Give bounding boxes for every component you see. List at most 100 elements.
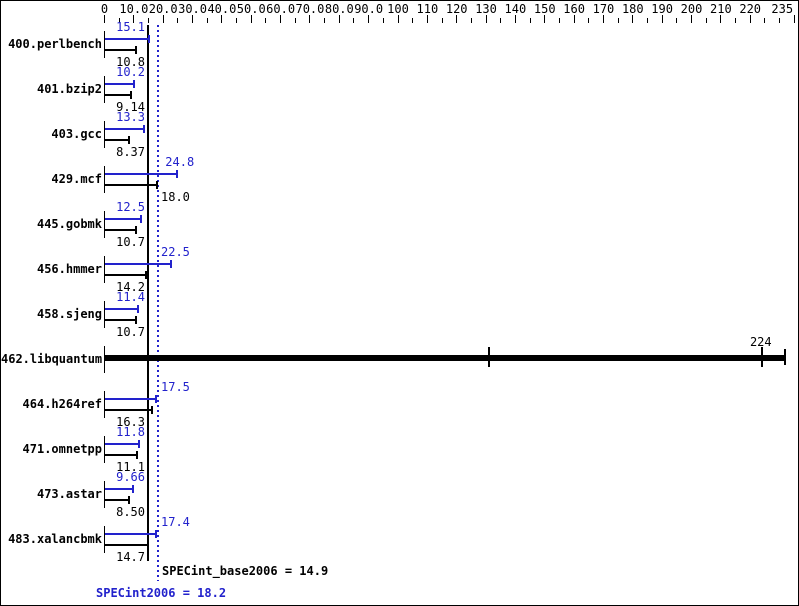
base-bar — [105, 409, 153, 411]
axis-tick-minor — [294, 18, 296, 23]
base-bar — [105, 499, 130, 501]
axis-tick-minor — [705, 18, 707, 23]
axis-tick-minor — [118, 18, 120, 23]
axis-tick-label: 80.0 — [324, 2, 354, 16]
peak-value-label: 11.4 — [116, 290, 145, 304]
axis-tick-label: 10.0 — [119, 2, 149, 16]
peak-bar-endcap — [131, 485, 134, 493]
axis-tick-label: 90.0 — [354, 2, 384, 16]
axis-tick-major — [250, 15, 252, 23]
axis-tick-minor — [177, 18, 179, 23]
axis-tick-minor — [558, 18, 560, 23]
base-bar — [105, 319, 136, 321]
peak-bar — [105, 398, 156, 400]
axis-tick-label: 30.0 — [178, 2, 207, 16]
axis-tick-label: 160 — [563, 2, 585, 16]
axis-tick-label: 50.0 — [236, 2, 266, 16]
base-value-label: 11.1 — [116, 460, 145, 474]
base-bar — [105, 229, 136, 231]
axis-tick-label: 200 — [680, 2, 703, 16]
base-bar-endcap — [134, 316, 137, 324]
base-bar — [105, 184, 158, 186]
axis-tick-label: 100 — [387, 2, 409, 16]
peak-value-label: 17.5 — [161, 380, 190, 394]
base-value-label: 10.7 — [116, 325, 145, 339]
base-bar — [105, 544, 148, 546]
axis-tick-major — [691, 15, 692, 23]
axis-tick-major — [573, 15, 575, 23]
axis-tick-major — [485, 15, 487, 23]
row-bracket — [104, 76, 105, 103]
base-bar — [105, 94, 132, 96]
axis-tick-minor — [441, 18, 443, 23]
peak-value-label: 24.8 — [165, 155, 195, 169]
peak-value-label: 10.2 — [116, 65, 145, 79]
peak-bar-endcap — [138, 440, 141, 448]
row-bracket — [104, 211, 105, 238]
base-bar — [105, 274, 147, 276]
axis-tick-label: 235 — [771, 2, 794, 16]
axis-tick-label: 150 — [533, 2, 556, 16]
base-bar-endcap — [134, 226, 137, 234]
axis-tick-minor — [265, 18, 267, 23]
peak-bar-endcap — [154, 395, 157, 403]
base-bar-endcap — [156, 181, 159, 189]
axis-tick-major — [192, 15, 194, 23]
peak-bar-endcap — [169, 260, 172, 268]
row-bracket — [104, 256, 105, 283]
axis-tick-minor — [735, 18, 737, 23]
benchmark-name: 429.mcf — [51, 172, 102, 186]
peak-value-label: 13.3 — [116, 110, 145, 124]
benchmark-name: 462.libquantum — [1, 352, 103, 366]
base-bar-endcap — [145, 271, 148, 279]
axis-tick-major — [338, 15, 340, 23]
base-value-label: 10.8 — [116, 55, 145, 69]
axis-tick-label: 110 — [416, 2, 439, 16]
peak-bar — [105, 83, 135, 85]
axis-tick-major — [397, 15, 399, 23]
peak-bar — [105, 128, 144, 130]
base-value-label: 10.7 — [116, 235, 145, 249]
benchmark-name: 458.sjeng — [36, 307, 102, 321]
axis-tick-minor — [500, 18, 502, 23]
peak-bar — [105, 263, 171, 265]
axis-tick-label: 70.0 — [295, 2, 325, 16]
peak-value-label: 12.5 — [116, 200, 145, 214]
axis-tick-major — [720, 15, 722, 23]
axis-tick-major — [221, 15, 223, 23]
peak-bar-endcap — [142, 125, 145, 133]
base-bar-endcap — [136, 451, 139, 459]
peak-mean-line — [156, 25, 159, 581]
axis-tick-minor — [412, 18, 414, 23]
peak-bar-endcap — [154, 530, 157, 538]
base-bar-endcap — [128, 496, 131, 504]
row-bracket — [104, 481, 105, 508]
peak-bar — [105, 218, 142, 220]
peak-value-label: 17.4 — [161, 515, 190, 529]
peak-bar — [105, 443, 140, 445]
peak-bar-endcap — [133, 80, 136, 88]
axis-tick-major — [133, 15, 135, 23]
row-bracket — [104, 121, 105, 148]
base-value-label: 14.7 — [116, 550, 145, 564]
peak-bar-endcap — [147, 35, 150, 43]
axis-tick-major — [632, 15, 634, 23]
axis-tick-minor — [236, 18, 238, 23]
axis-tick-major — [661, 15, 663, 23]
axis-tick-label: 60.0 — [266, 2, 296, 16]
peak-bar-endcap — [140, 215, 143, 223]
base-bar-endcap — [135, 46, 138, 54]
peak-value-label: 11.8 — [116, 425, 145, 439]
axis-tick-major — [426, 15, 428, 23]
base-bar — [105, 454, 138, 456]
benchmark-name: 464.h264ref — [22, 397, 102, 411]
row-bracket — [104, 166, 105, 193]
axis-tick-label: 40.0 — [207, 2, 237, 16]
axis-tick-label: 20.0 — [148, 2, 178, 16]
benchmark-name: 483.xalancbmk — [8, 532, 102, 546]
base-value-label: 14.2 — [116, 280, 145, 294]
base-value-label: 224 — [749, 335, 772, 349]
axis-tick-label: 190 — [651, 2, 673, 16]
base-value-label: 9.14 — [116, 100, 145, 114]
